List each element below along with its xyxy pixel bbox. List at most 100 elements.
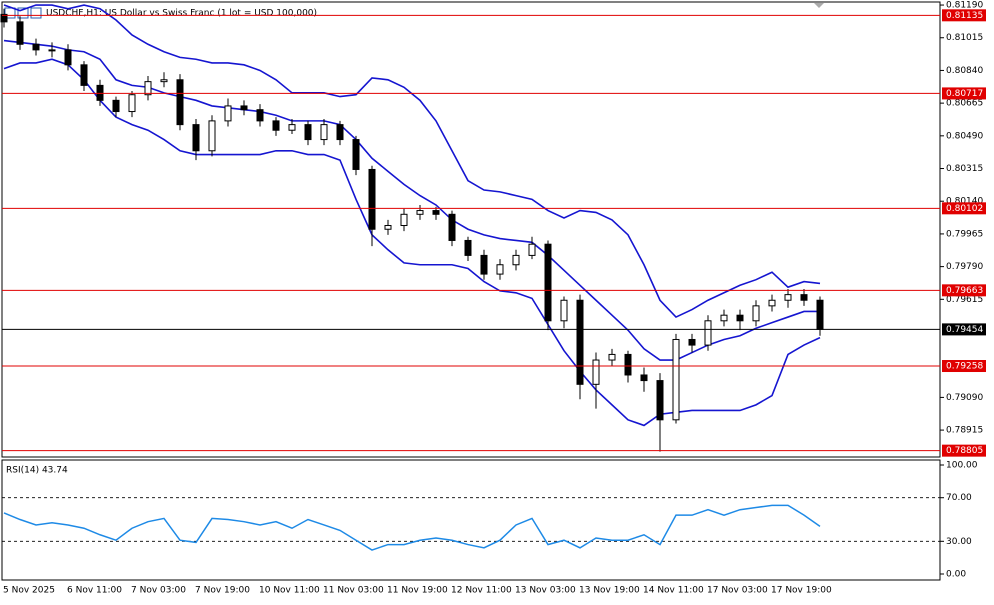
x-tick-label: 13 Nov 19:00 xyxy=(579,586,640,596)
y-tick-label: 0.00 xyxy=(946,570,966,580)
candle-body xyxy=(320,124,328,141)
candle-body xyxy=(336,124,344,141)
icon xyxy=(30,7,42,19)
candle-body xyxy=(816,299,824,330)
y-tick-label: 0.80140 xyxy=(946,197,983,207)
price-level-box xyxy=(942,9,986,22)
x-tick-label: 11 Nov 03:00 xyxy=(323,586,384,596)
price-level-box xyxy=(942,87,986,100)
price-level-label: 0.78805 xyxy=(946,446,983,456)
candle-body xyxy=(656,380,664,421)
y-tick-label: 70.00 xyxy=(946,493,972,503)
x-tick-label: 12 Nov 11:00 xyxy=(451,586,512,596)
candle-body xyxy=(784,294,792,301)
x-tick-label: 11 Nov 19:00 xyxy=(387,586,448,596)
candle-body xyxy=(368,168,376,230)
candle-body xyxy=(208,120,216,152)
x-tick-label: 6 Nov 11:00 xyxy=(67,586,122,596)
candle-body xyxy=(240,105,248,111)
y-tick-label: 0.79965 xyxy=(946,229,983,239)
price-level-box xyxy=(942,284,986,297)
candle-body xyxy=(0,13,8,23)
candle-body xyxy=(192,124,200,152)
candle-body xyxy=(272,120,280,131)
y-tick-label: 0.79615 xyxy=(946,295,983,305)
candle-body xyxy=(688,338,696,346)
candle-body xyxy=(560,299,568,322)
last-price-label: 0.79454 xyxy=(946,325,983,335)
candle-body xyxy=(528,243,536,256)
candle-body xyxy=(512,254,520,266)
candle-body xyxy=(176,79,184,126)
x-tick-label: 10 Nov 11:00 xyxy=(259,586,320,596)
chart-title: USDCHF,H1: US Dollar vs Swiss Franc (1 l… xyxy=(46,9,317,19)
rsi-panel xyxy=(1,459,941,581)
price-level-box xyxy=(942,202,986,215)
candle-body xyxy=(544,243,552,322)
candle-body xyxy=(16,21,24,45)
candle-body xyxy=(640,374,648,382)
candle-body xyxy=(624,353,632,376)
y-tick-label: 0.80665 xyxy=(946,99,983,109)
last-price-box xyxy=(942,323,986,336)
candle-body xyxy=(128,94,136,113)
candle-body xyxy=(96,84,104,101)
x-tick-label: 7 Nov 03:00 xyxy=(131,586,186,596)
candle-body xyxy=(32,43,40,51)
candle-body xyxy=(576,299,584,385)
price-level-box xyxy=(942,360,986,373)
candle-body xyxy=(736,314,744,322)
bollinger-band xyxy=(3,39,820,361)
candle-body xyxy=(352,139,360,170)
y-tick-label: 0.81190 xyxy=(946,1,983,11)
candle-body xyxy=(64,49,72,66)
candle-body xyxy=(768,299,776,307)
candle-body xyxy=(304,124,312,141)
price-level-label: 0.80717 xyxy=(946,89,983,99)
candle-body xyxy=(288,124,296,131)
candle-body xyxy=(800,294,808,301)
candle-body xyxy=(416,210,424,215)
x-tick-label: 5 Nov 2025 xyxy=(3,586,55,596)
candle-body xyxy=(256,109,264,122)
toolbar-icons xyxy=(4,7,42,19)
y-tick-label: 0.79090 xyxy=(946,393,983,403)
candle-body xyxy=(720,314,728,322)
icon xyxy=(4,7,16,19)
candle-body xyxy=(672,338,680,421)
y-tick-label: 100.00 xyxy=(946,461,978,471)
x-tick-label: 13 Nov 03:00 xyxy=(515,586,576,596)
y-tick-label: 0.78915 xyxy=(946,426,983,436)
candle-body xyxy=(112,99,120,113)
price-level-box xyxy=(942,444,986,457)
y-tick-label: 0.80840 xyxy=(946,66,983,76)
rsi-line xyxy=(3,504,821,551)
candle-body xyxy=(480,254,488,275)
candle-body xyxy=(448,213,456,241)
price-level-label: 0.80102 xyxy=(946,204,983,214)
candle-body xyxy=(704,320,712,346)
y-tick-label: 0.80490 xyxy=(946,131,983,141)
bollinger-band xyxy=(3,58,821,427)
y-tick-label: 0.79790 xyxy=(946,262,983,272)
candle-body xyxy=(384,225,392,230)
candle-body xyxy=(224,105,232,122)
x-tick-label: 14 Nov 11:00 xyxy=(643,586,704,596)
candle-body xyxy=(592,359,600,385)
candle-body xyxy=(752,305,760,322)
candle-body xyxy=(608,353,616,361)
candle-body xyxy=(80,64,88,86)
x-tick-label: 17 Nov 03:00 xyxy=(707,586,768,596)
rsi-title: RSI(14) 43.74 xyxy=(6,466,68,476)
x-tick-label: 17 Nov 19:00 xyxy=(771,586,832,596)
candle-body xyxy=(464,239,472,256)
icon xyxy=(17,7,29,19)
price-level-label: 0.81135 xyxy=(946,11,983,21)
candle-body xyxy=(144,81,152,96)
price-level-label: 0.79258 xyxy=(946,362,983,372)
x-tick-label: 7 Nov 19:00 xyxy=(195,586,250,596)
candle-body xyxy=(496,264,504,275)
price-level-label: 0.79663 xyxy=(946,286,983,296)
candle-body xyxy=(48,49,56,52)
